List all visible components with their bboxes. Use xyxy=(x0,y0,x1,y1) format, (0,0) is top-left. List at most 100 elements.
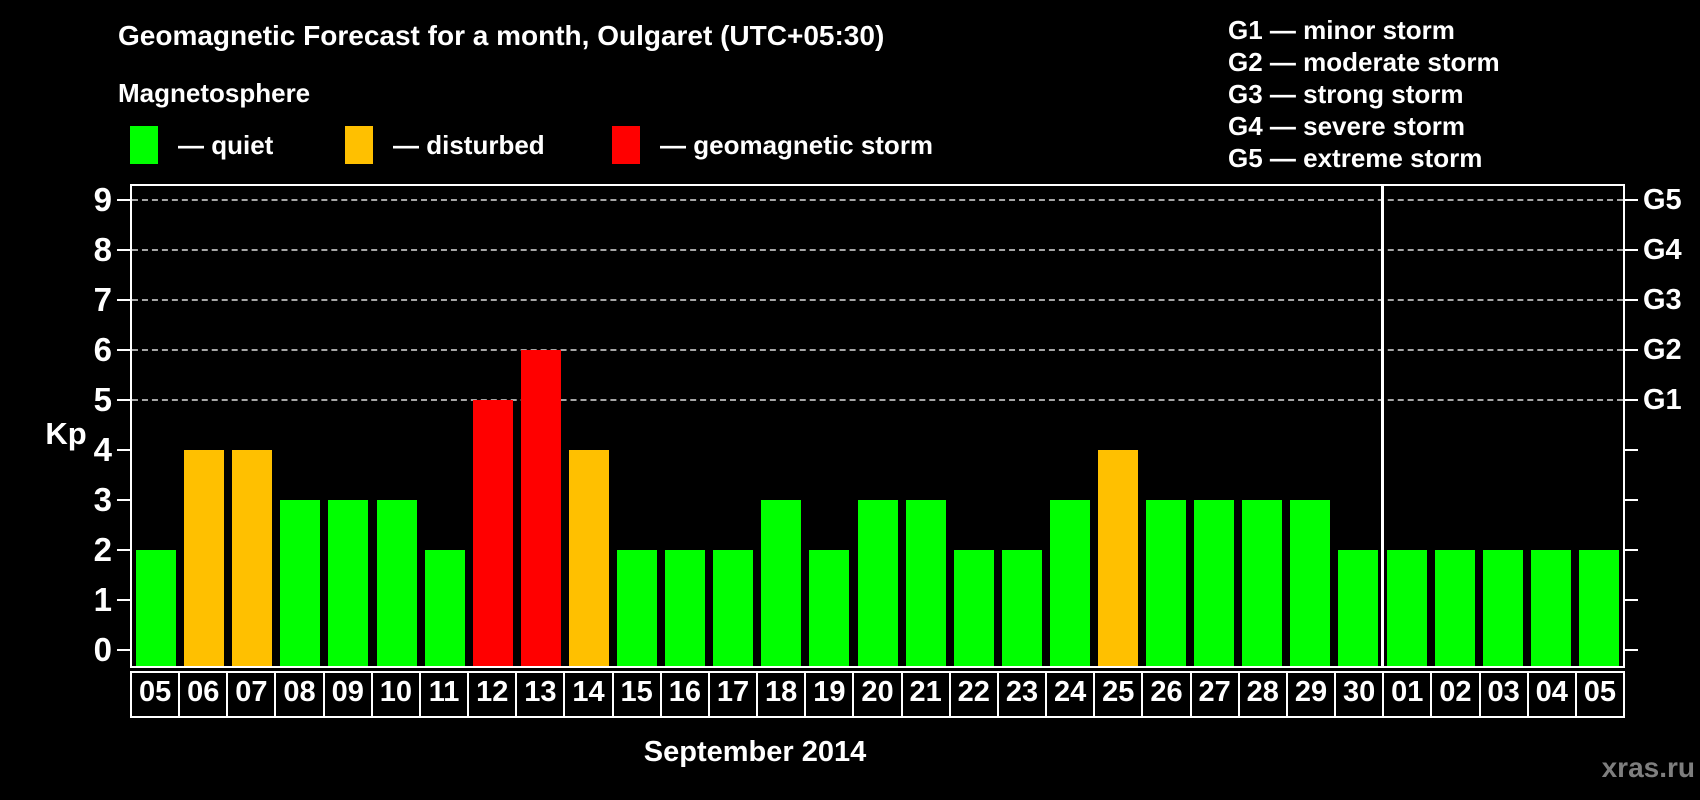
date-cell: 06 xyxy=(180,673,227,716)
y-axis-label: Kp xyxy=(45,416,87,451)
date-cell: 28 xyxy=(1239,673,1286,716)
kp-bar xyxy=(520,350,561,666)
kp-bar xyxy=(1338,550,1379,666)
month-label: September 2014 xyxy=(643,736,867,768)
y-axis-tick-left xyxy=(117,549,130,551)
y-axis-tick-left xyxy=(117,649,130,651)
y-axis-tick-right xyxy=(1625,649,1638,651)
y-axis-tick-right xyxy=(1625,549,1638,551)
date-cell: 10 xyxy=(372,673,419,716)
date-cell: 04 xyxy=(1528,673,1575,716)
y-axis-tick-right xyxy=(1625,299,1638,301)
y-tick-label: 3 xyxy=(93,481,112,518)
kp-bar xyxy=(665,550,706,666)
y-tick-label: 9 xyxy=(93,181,112,218)
date-cell: 11 xyxy=(420,673,468,716)
g-scale-label-g4: G4 xyxy=(1643,234,1682,266)
y-tick-label: 0 xyxy=(93,631,112,668)
date-cell: 22 xyxy=(950,673,997,716)
kp-bar xyxy=(1578,550,1619,666)
date-cell: 30 xyxy=(1336,673,1383,716)
date-cell: 15 xyxy=(613,673,660,716)
kp-bar xyxy=(1290,500,1331,666)
date-cell: 26 xyxy=(1143,673,1190,716)
date-cell: 24 xyxy=(1047,673,1094,716)
watermark: xras.ru xyxy=(1601,752,1695,783)
kp-bar xyxy=(905,500,946,666)
kp-bar xyxy=(1530,550,1571,666)
kp-bar xyxy=(232,450,273,666)
y-axis-tick-right xyxy=(1625,249,1638,251)
g-scale-legend-line: G1 — minor storm xyxy=(1228,15,1455,45)
kp-bar xyxy=(1049,500,1090,666)
y-axis-tick-left xyxy=(117,199,130,201)
y-tick-label: 1 xyxy=(93,581,112,618)
month-separator-line xyxy=(1381,186,1385,666)
magnetosphere-label: Magnetosphere xyxy=(118,78,311,108)
date-cell: 20 xyxy=(854,673,901,716)
y-tick-label: 5 xyxy=(93,381,112,418)
kp-bar xyxy=(1242,500,1283,666)
y-tick-label: 2 xyxy=(93,531,112,568)
date-cell: 14 xyxy=(565,673,612,716)
y-axis-tick-right xyxy=(1625,199,1638,201)
date-cell: 13 xyxy=(517,673,564,716)
kp-bar xyxy=(713,550,754,666)
legend-label-disturbed: — disturbed xyxy=(393,129,545,160)
kp-bar xyxy=(280,500,321,666)
gridline-kp7 xyxy=(132,299,1623,301)
legend-label-quiet: — quiet xyxy=(178,129,274,160)
date-cell: 01 xyxy=(1384,673,1431,716)
y-axis-tick-left xyxy=(117,499,130,501)
y-tick-label: 6 xyxy=(93,331,112,368)
y-axis-tick-right xyxy=(1625,499,1638,501)
kp-bar xyxy=(1434,550,1475,666)
g-scale-legend: G1 — minor storm G2 — moderate storm G3 — … xyxy=(1228,14,1500,174)
gridline-kp5 xyxy=(132,399,1623,401)
kp-bar xyxy=(1482,550,1523,666)
gridline-kp6 xyxy=(132,349,1623,351)
date-cell: 09 xyxy=(324,673,371,716)
date-cell: 03 xyxy=(1480,673,1527,716)
y-axis-tick-left xyxy=(117,249,130,251)
kp-bar xyxy=(328,500,369,666)
date-cell: 17 xyxy=(709,673,757,716)
y-axis-tick-right xyxy=(1625,349,1638,351)
y-axis-tick-left xyxy=(117,449,130,451)
kp-bar xyxy=(376,500,417,666)
storm-swatch-icon xyxy=(612,126,640,164)
date-cell: 23 xyxy=(998,673,1046,716)
quiet-swatch-icon xyxy=(130,126,158,164)
kp-bar xyxy=(953,550,994,666)
legend-label-storm: — geomagnetic storm xyxy=(660,129,934,160)
date-cell: 21 xyxy=(902,673,949,716)
kp-bar xyxy=(136,550,177,666)
date-cell: 02 xyxy=(1432,673,1479,716)
y-tick-label: 4 xyxy=(93,431,112,468)
y-axis-tick-right xyxy=(1625,449,1638,451)
chart-title: Geomagnetic Forecast for a month, Oulgar… xyxy=(118,20,885,51)
gridline-kp8 xyxy=(132,249,1623,251)
kp-bar xyxy=(857,500,898,666)
kp-bar xyxy=(617,550,658,666)
g-scale-label-g3: G3 xyxy=(1643,284,1682,316)
g-scale-legend-line: G3 — strong storm xyxy=(1228,79,1464,109)
date-cell: 08 xyxy=(276,673,323,716)
y-axis-tick-left xyxy=(117,299,130,301)
date-axis-row: 05 06 07 08 09 10 11 12 13 14 15 16 17 18 19 20 21 22 23 24… xyxy=(130,671,1625,718)
kp-bar xyxy=(1001,550,1042,666)
g-scale-legend-line: G2 — moderate storm xyxy=(1228,47,1500,77)
kp-bar xyxy=(1386,550,1427,666)
date-cell: 27 xyxy=(1191,673,1238,716)
date-cell: 29 xyxy=(1287,673,1335,716)
y-tick-label: 7 xyxy=(93,281,112,318)
date-cell: 05 xyxy=(1576,673,1623,716)
kp-bar xyxy=(1146,500,1187,666)
legend-item-disturbed: — disturbed xyxy=(345,126,545,164)
date-cell: 07 xyxy=(228,673,275,716)
y-axis-tick-right xyxy=(1625,599,1638,601)
kp-bar xyxy=(761,500,802,666)
date-cell: 18 xyxy=(758,673,805,716)
y-axis-tick-right xyxy=(1625,399,1638,401)
